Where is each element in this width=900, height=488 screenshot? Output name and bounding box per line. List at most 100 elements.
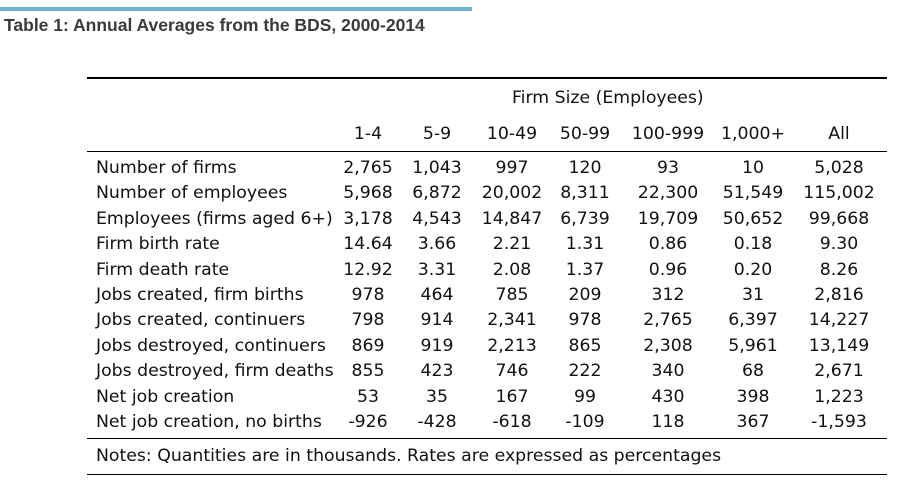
table-cell: 919 bbox=[420, 335, 454, 356]
row-label: Jobs created, continuers bbox=[96, 310, 306, 331]
table-cell: 31 bbox=[742, 285, 764, 305]
table-cell: 3,178 bbox=[343, 208, 393, 229]
table-cell: -618 bbox=[492, 412, 532, 432]
table-cell: 2.08 bbox=[492, 259, 532, 280]
column-header: 5-9 bbox=[422, 124, 452, 144]
table-cell: 2,341 bbox=[487, 310, 537, 331]
table-cell: 115,002 bbox=[803, 183, 875, 204]
table-cell: 746 bbox=[495, 361, 529, 382]
table-cell: 5,968 bbox=[343, 183, 393, 204]
row-label: Jobs destroyed, firm deaths bbox=[96, 361, 334, 382]
table-cell: 22,300 bbox=[637, 183, 699, 204]
table-cell: 14,227 bbox=[808, 310, 870, 331]
table-cell: 430 bbox=[651, 386, 685, 407]
table-notes: Notes: Quantities are in thousands. Rate… bbox=[96, 446, 722, 466]
table-cell: 6,397 bbox=[728, 310, 778, 331]
column-header: 1,000+ bbox=[721, 124, 785, 144]
table-cell: -926 bbox=[348, 412, 388, 432]
header-rule bbox=[87, 151, 887, 152]
row-label: Jobs created, firm births bbox=[96, 285, 304, 305]
row-label: Net job creation, no births bbox=[96, 412, 322, 432]
top-rule bbox=[87, 77, 887, 79]
table-cell: 99 bbox=[574, 386, 596, 407]
row-label: Firm death rate bbox=[96, 259, 230, 280]
table-cell: 5,961 bbox=[728, 335, 778, 356]
table-cell: 19,709 bbox=[637, 208, 699, 229]
table-cell: 869 bbox=[351, 335, 385, 356]
table-cell: 1,043 bbox=[412, 158, 462, 178]
table-cell: 855 bbox=[351, 361, 385, 382]
table-cell: 0.18 bbox=[733, 234, 773, 255]
table-cell: 93 bbox=[657, 158, 679, 178]
table-cell: 798 bbox=[351, 310, 385, 331]
table-cell: 50,652 bbox=[722, 208, 784, 229]
table-cell: 120 bbox=[568, 158, 602, 178]
table-cell: 8.26 bbox=[819, 259, 859, 280]
table-cell: 10 bbox=[742, 158, 764, 178]
table-cell: 14.64 bbox=[343, 234, 393, 255]
table-cell: 865 bbox=[568, 335, 602, 356]
table-cell: 1.37 bbox=[565, 259, 605, 280]
table-cell: 1,223 bbox=[814, 386, 864, 407]
table-cell: 51,549 bbox=[722, 183, 784, 204]
group-header: Firm Size (Employees) bbox=[512, 88, 704, 108]
table-cell: 20,002 bbox=[481, 183, 543, 204]
notes-rule bbox=[87, 474, 887, 475]
bottom-rule bbox=[87, 438, 887, 439]
column-header: 100-999 bbox=[631, 124, 705, 144]
table-cell: 8,311 bbox=[560, 183, 610, 204]
table-cell: 423 bbox=[420, 361, 454, 382]
table-cell: 9.30 bbox=[819, 234, 859, 255]
table-cell: -1,593 bbox=[811, 412, 867, 432]
table-cell: 222 bbox=[568, 361, 602, 382]
table-cell: 2,308 bbox=[643, 335, 693, 356]
table-cell: 2,765 bbox=[643, 310, 693, 331]
table-cell: 2,213 bbox=[487, 335, 537, 356]
table-cell: 3.31 bbox=[417, 259, 457, 280]
table-cell: 1.31 bbox=[565, 234, 605, 255]
row-label: Number of firms bbox=[96, 158, 237, 178]
table-cell: 14,847 bbox=[481, 208, 543, 229]
table-cell: 785 bbox=[495, 285, 529, 305]
table-cell: 312 bbox=[651, 285, 685, 305]
row-label: Employees (firms aged 6+) bbox=[96, 208, 333, 229]
table-cell: 118 bbox=[651, 412, 685, 432]
table-cell: 0.86 bbox=[648, 234, 688, 255]
table-cell: 914 bbox=[420, 310, 454, 331]
table-cell: -109 bbox=[565, 412, 605, 432]
table-cell: 464 bbox=[420, 285, 454, 305]
row-label: Number of employees bbox=[96, 183, 288, 204]
table-title: Table 1: Annual Averages from the BDS, 2… bbox=[4, 15, 425, 35]
column-header: 50-99 bbox=[559, 124, 611, 144]
table-cell: 167 bbox=[495, 386, 529, 407]
title-accent-bar bbox=[0, 7, 472, 11]
table-cell: 68 bbox=[742, 361, 764, 382]
table-cell: 2,816 bbox=[814, 285, 864, 305]
table-cell: 12.92 bbox=[343, 259, 393, 280]
table-cell: 13,149 bbox=[808, 335, 870, 356]
row-label: Firm birth rate bbox=[96, 234, 220, 255]
table-cell: 2,671 bbox=[814, 361, 864, 382]
table-cell: 53 bbox=[357, 386, 379, 407]
table-cell: 978 bbox=[568, 310, 602, 331]
table-cell: 997 bbox=[495, 158, 529, 178]
table-cell: 35 bbox=[426, 386, 448, 407]
table-cell: 2,765 bbox=[343, 158, 393, 178]
table-cell: 6,872 bbox=[412, 183, 462, 204]
table-cell: 0.96 bbox=[648, 259, 688, 280]
row-label: Net job creation bbox=[96, 386, 235, 407]
column-header: 1-4 bbox=[353, 124, 383, 144]
table-cell: 398 bbox=[736, 386, 770, 407]
column-header: 10-49 bbox=[486, 124, 538, 144]
table-cell: -428 bbox=[417, 412, 457, 432]
table-cell: 4,543 bbox=[412, 208, 462, 229]
table-cell: 99,668 bbox=[808, 208, 870, 229]
column-header: All bbox=[828, 124, 850, 144]
table-cell: 0.20 bbox=[733, 259, 773, 280]
table-cell: 5,028 bbox=[814, 158, 864, 178]
table-cell: 2.21 bbox=[492, 234, 532, 255]
table-cell: 340 bbox=[651, 361, 685, 382]
table-cell: 367 bbox=[736, 412, 770, 432]
table-cell: 209 bbox=[568, 285, 602, 305]
table-cell: 6,739 bbox=[560, 208, 610, 229]
